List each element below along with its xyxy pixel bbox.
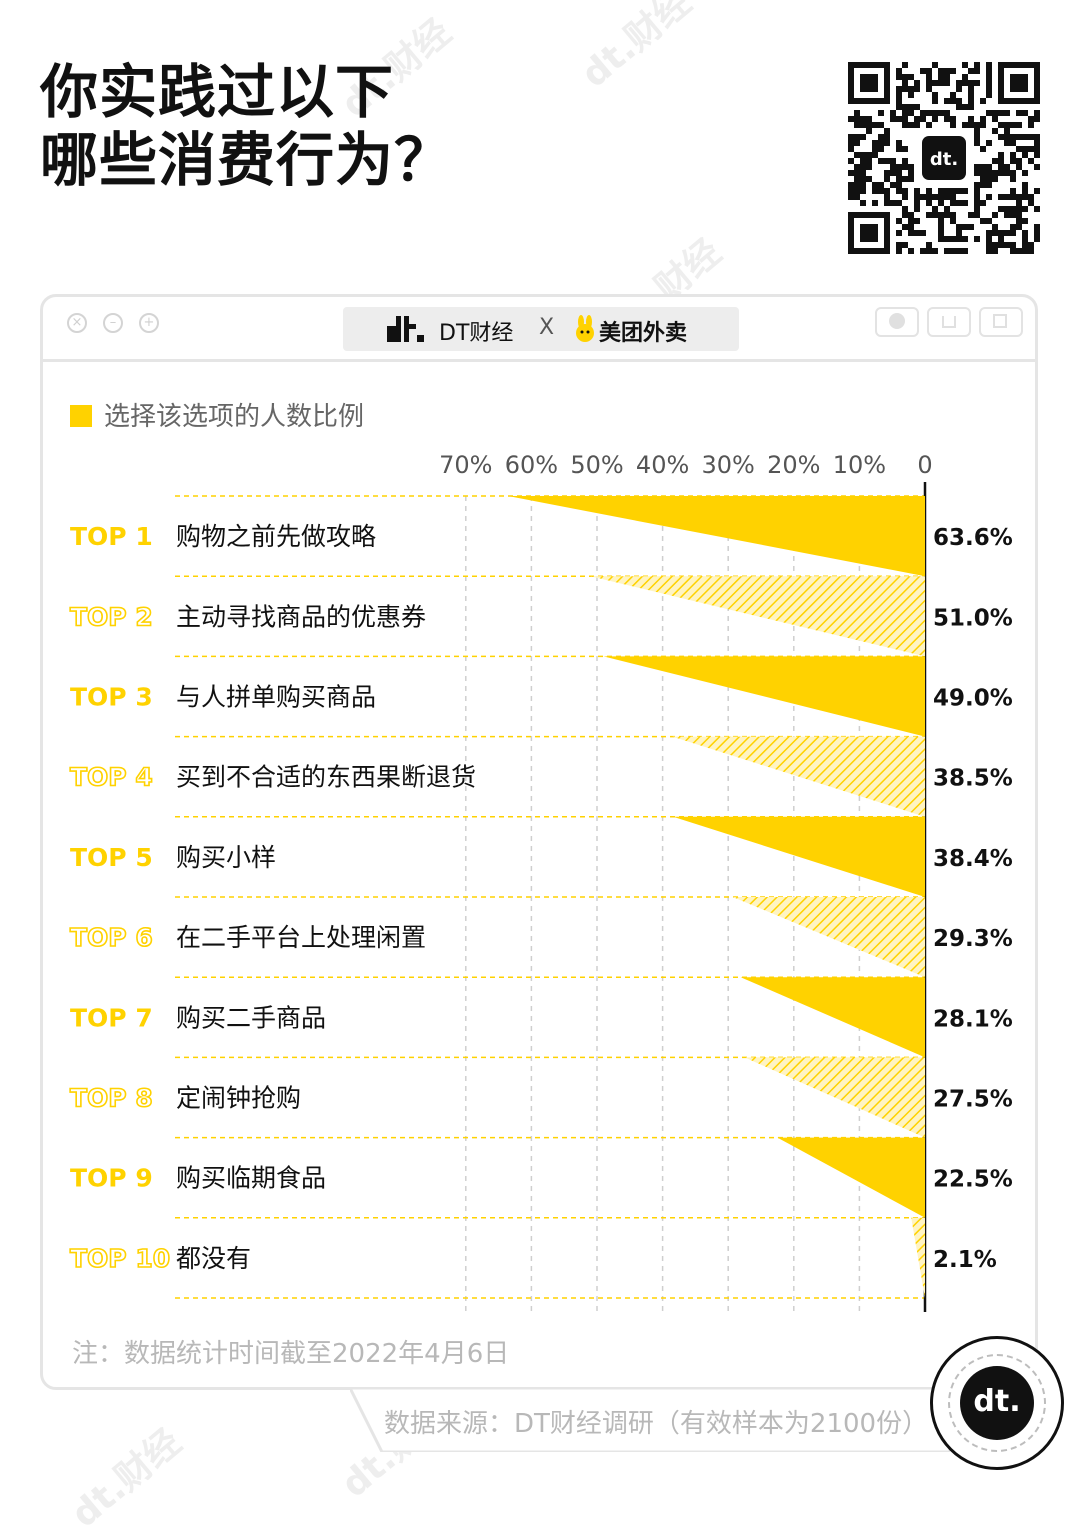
dt-logo-icon: dt. <box>960 1366 1034 1440</box>
rank-label: TOP 5 <box>70 843 153 872</box>
meituan-kangaroo-icon <box>576 315 594 342</box>
rank-label: TOP 4 <box>70 763 153 792</box>
x-tick-label: 30% <box>702 451 755 479</box>
rank-label: TOP 2 <box>70 602 153 631</box>
rank-label: TOP 1 <box>70 522 153 551</box>
record-button[interactable] <box>875 307 919 337</box>
bar <box>911 1217 925 1298</box>
rank-label: TOP 9 <box>70 1164 153 1193</box>
title-line-1: 你实践过以下 <box>40 58 395 126</box>
minimize-icon[interactable]: – <box>103 313 123 333</box>
bar <box>744 1057 925 1138</box>
rank-label: TOP 10 <box>70 1244 170 1273</box>
category-label: 购买临期食品 <box>176 1164 326 1193</box>
bar <box>507 496 925 577</box>
bar <box>590 576 925 657</box>
category-label: 买到不合适的东西果断退货 <box>176 763 476 792</box>
title-line-2: 哪些消费行为？ <box>40 126 454 194</box>
value-label: 38.4% <box>933 846 1013 872</box>
source-tab-shape <box>350 1388 950 1452</box>
close-icon[interactable]: × <box>67 313 87 333</box>
x-tick-label: 60% <box>505 451 558 479</box>
brand-right: 美团外卖 <box>599 321 688 346</box>
category-label: 购物之前先做攻略 <box>176 522 376 551</box>
x-tick-label: 10% <box>833 451 886 479</box>
value-label: 63.6% <box>933 525 1013 551</box>
value-label: 2.1% <box>933 1247 997 1273</box>
value-label: 38.5% <box>933 766 1013 792</box>
bar <box>673 816 925 897</box>
category-label: 都没有 <box>176 1244 251 1273</box>
legend-label: 选择该选项的人数比例 <box>104 402 365 432</box>
data-source: 数据来源：DT财经调研（有效样本为2100份） <box>384 1409 929 1439</box>
brand-tab: DT财经 X 美团外卖 <box>343 307 739 351</box>
bar <box>603 656 925 737</box>
value-label: 22.5% <box>933 1167 1013 1193</box>
share-icon[interactable] <box>927 307 971 337</box>
window-titlebar: × – + DT财经 X 美团外卖 <box>43 297 1035 362</box>
legend-swatch <box>70 405 92 427</box>
page-title: 你实践过以下 哪些消费行为？ <box>40 58 453 194</box>
footnote: 注：数据统计时间截至2022年4月6日 <box>72 1339 510 1369</box>
value-label: 28.1% <box>933 1006 1013 1032</box>
dt-logo-icon <box>387 316 424 342</box>
x-tick-label: 70% <box>439 451 492 479</box>
maximize-icon[interactable]: + <box>139 313 159 333</box>
value-label: 27.5% <box>933 1087 1013 1113</box>
x-tick-label: 50% <box>570 451 623 479</box>
bar <box>732 897 925 978</box>
rank-label: TOP 7 <box>70 1003 153 1032</box>
qr-code[interactable]: dt. <box>848 62 1040 254</box>
category-label: 购买小样 <box>176 843 276 872</box>
rank-label: TOP 3 <box>70 683 153 712</box>
value-label: 51.0% <box>933 605 1013 631</box>
value-label: 29.3% <box>933 926 1013 952</box>
bar <box>777 1137 925 1218</box>
rank-label: TOP 6 <box>70 923 153 952</box>
brand-left: DT财经 <box>439 321 514 346</box>
category-label: 在二手平台上处理闲置 <box>176 923 426 952</box>
category-label: 购买二手商品 <box>176 1003 326 1032</box>
x-tick-label: 0 <box>917 451 932 479</box>
category-label: 主动寻找商品的优惠券 <box>176 602 426 631</box>
x-tick-label: 20% <box>767 451 820 479</box>
dt-logo-badge[interactable]: dt. <box>930 1336 1064 1470</box>
rank-label: TOP 8 <box>70 1084 153 1113</box>
copy-icon[interactable] <box>979 307 1023 337</box>
category-label: 与人拼单购买商品 <box>176 683 376 712</box>
category-label: 定闹钟抢购 <box>176 1084 301 1113</box>
bar <box>740 977 925 1058</box>
qr-logo-text: dt. <box>930 149 958 170</box>
bar <box>672 736 925 817</box>
x-tick-label: 40% <box>636 451 689 479</box>
qr-logo <box>922 136 966 180</box>
value-label: 49.0% <box>933 686 1013 712</box>
brand-separator: X <box>539 315 555 340</box>
